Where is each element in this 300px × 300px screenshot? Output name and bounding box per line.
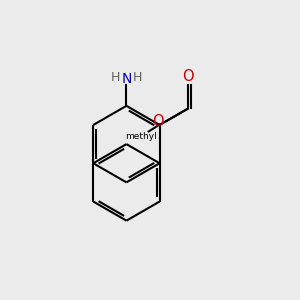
Text: O: O [182,69,194,84]
Text: H: H [133,71,142,84]
Text: methyl: methyl [125,132,157,141]
Text: N: N [121,72,132,86]
Text: H: H [111,71,120,84]
Text: O: O [152,114,164,129]
